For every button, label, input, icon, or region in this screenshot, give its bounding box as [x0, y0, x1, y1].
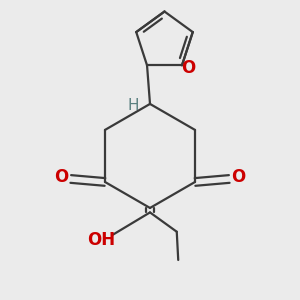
Text: H: H [128, 98, 140, 113]
Text: O: O [54, 169, 68, 187]
Text: OH: OH [88, 231, 116, 249]
Text: O: O [182, 59, 196, 77]
Text: O: O [232, 169, 246, 187]
